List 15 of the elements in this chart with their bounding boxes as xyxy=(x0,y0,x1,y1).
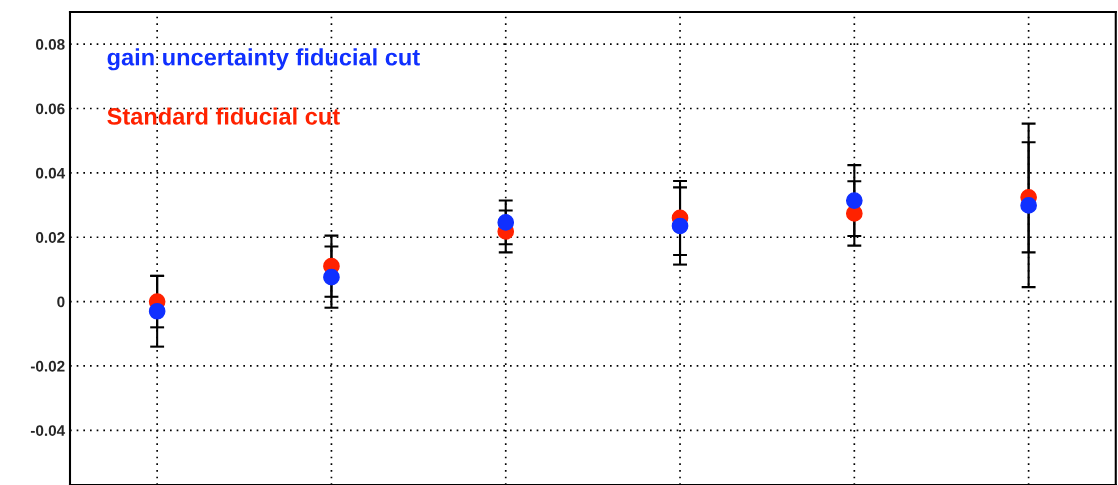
y-tick-label: 0.06 xyxy=(36,103,65,115)
y-tick-label: 0 xyxy=(57,296,65,308)
point xyxy=(671,217,689,235)
y-tick-label: -0.02 xyxy=(30,360,65,372)
point xyxy=(148,302,166,320)
point xyxy=(323,268,340,286)
y-tick-label: 0.04 xyxy=(36,167,66,179)
y-tick-label: 0.08 xyxy=(36,39,65,50)
text: gain uncertainty fiducial cut xyxy=(107,48,420,71)
point xyxy=(845,192,863,209)
text: Standard fiducial cut xyxy=(107,107,340,125)
y-tick-label: -0.04 xyxy=(30,425,66,436)
point xyxy=(497,214,515,231)
y-tick-label: 0.02 xyxy=(36,232,65,243)
point xyxy=(1020,197,1037,214)
